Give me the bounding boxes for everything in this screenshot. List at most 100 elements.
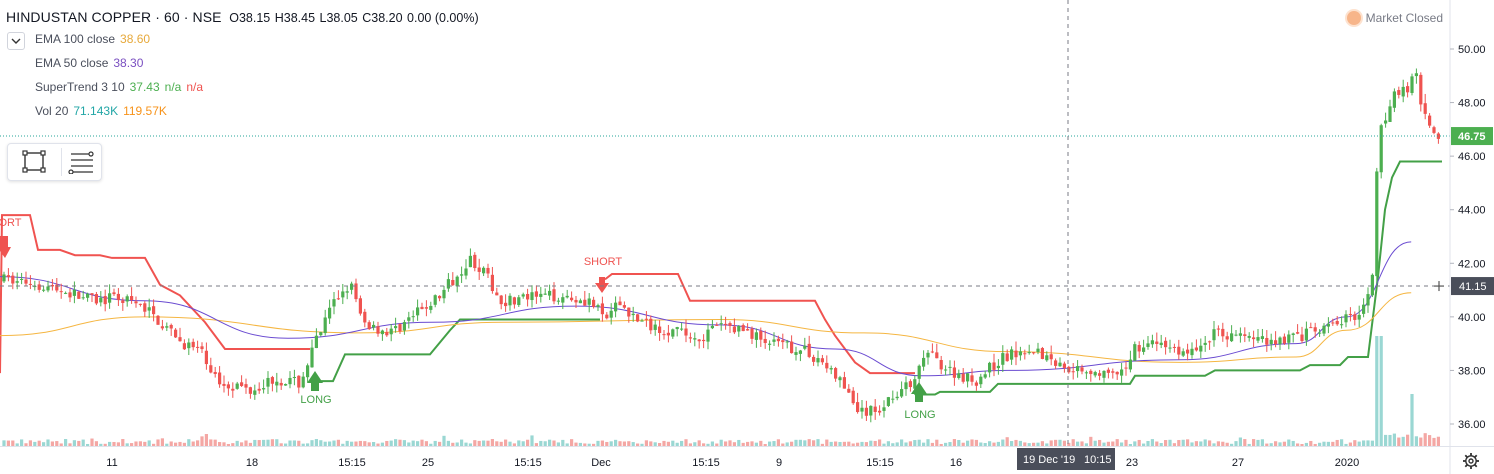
candle-body[interactable] <box>187 342 191 349</box>
candle-body[interactable] <box>1199 345 1203 352</box>
candle-body[interactable] <box>944 369 948 371</box>
candle-body[interactable] <box>1128 359 1132 370</box>
candle-body[interactable] <box>904 382 908 390</box>
candle-body[interactable] <box>116 293 120 301</box>
candle-body[interactable] <box>1005 353 1009 362</box>
candle-body[interactable] <box>121 300 125 303</box>
candle-body[interactable] <box>1164 340 1168 348</box>
candle-body[interactable] <box>776 338 780 342</box>
candle-body[interactable] <box>825 362 829 369</box>
candle-body[interactable] <box>354 283 358 300</box>
candle-body[interactable] <box>750 328 754 339</box>
candle-body[interactable] <box>886 397 890 406</box>
candle-body[interactable] <box>1018 351 1022 356</box>
candle-body[interactable] <box>807 343 811 357</box>
candle-body[interactable] <box>451 279 455 286</box>
candle-body[interactable] <box>270 377 274 384</box>
candle-body[interactable] <box>763 338 767 344</box>
candle-body[interactable] <box>992 362 996 370</box>
candle-body[interactable] <box>1225 336 1229 340</box>
candle-body[interactable] <box>684 328 688 336</box>
indicator-volume[interactable]: Vol 20 71.143K 119.57K <box>35 104 167 118</box>
candle-body[interactable] <box>1098 373 1102 376</box>
candle-body[interactable] <box>1027 352 1031 354</box>
candle-body[interactable] <box>658 326 662 334</box>
candle-body[interactable] <box>842 377 846 389</box>
candle-body[interactable] <box>235 383 239 389</box>
candle-body[interactable] <box>719 323 723 325</box>
candle-body[interactable] <box>1282 336 1286 344</box>
candle-body[interactable] <box>1124 367 1128 369</box>
candle-body[interactable] <box>1181 351 1185 356</box>
indicator-ema50[interactable]: EMA 50 close 38.30 <box>35 56 143 70</box>
candle-body[interactable] <box>1436 133 1440 139</box>
candle-body[interactable] <box>693 338 697 340</box>
candle-body[interactable] <box>165 326 169 328</box>
candle-body[interactable] <box>820 358 824 363</box>
candle-body[interactable] <box>240 382 244 386</box>
candle-body[interactable] <box>680 328 684 330</box>
candle-body[interactable] <box>372 324 376 328</box>
candle-body[interactable] <box>301 376 305 388</box>
candle-body[interactable] <box>411 316 415 318</box>
candle-body[interactable] <box>244 384 248 388</box>
candle-body[interactable] <box>741 325 745 332</box>
candle-body[interactable] <box>1287 334 1291 343</box>
candle-body[interactable] <box>394 326 398 329</box>
candle-body[interactable] <box>816 358 820 363</box>
candle-body[interactable] <box>20 278 24 280</box>
candle-body[interactable] <box>798 350 802 354</box>
candle-body[interactable] <box>864 407 868 416</box>
candle-body[interactable] <box>627 307 631 317</box>
candle-body[interactable] <box>68 292 72 298</box>
candle-body[interactable] <box>600 303 604 315</box>
candle-body[interactable] <box>785 341 789 343</box>
candle-body[interactable] <box>130 296 134 301</box>
candle-body[interactable] <box>200 346 204 350</box>
candle-body[interactable] <box>754 332 758 340</box>
candle-body[interactable] <box>829 368 833 370</box>
candle-body[interactable] <box>50 285 54 287</box>
candle-body[interactable] <box>556 300 560 302</box>
candle-body[interactable] <box>768 343 772 345</box>
candle-body[interactable] <box>152 306 156 315</box>
candle-body[interactable] <box>728 323 732 326</box>
candle-body[interactable] <box>1155 341 1159 344</box>
candle-body[interactable] <box>988 362 992 373</box>
candle-body[interactable] <box>464 268 468 276</box>
candle-body[interactable] <box>578 300 582 304</box>
candle-body[interactable] <box>1326 323 1330 327</box>
candle-body[interactable] <box>446 279 450 289</box>
candle-body[interactable] <box>715 324 719 326</box>
candle-body[interactable] <box>1023 353 1027 355</box>
candle-body[interactable] <box>1150 340 1154 345</box>
candle-body[interactable] <box>552 289 556 302</box>
candle-body[interactable] <box>81 297 85 299</box>
candle-body[interactable] <box>28 283 32 285</box>
candle-body[interactable] <box>1010 349 1014 360</box>
candle-body[interactable] <box>772 339 776 342</box>
candle-body[interactable] <box>935 352 939 359</box>
indicator-supertrend[interactable]: SuperTrend 3 10 37.43 n/a n/a <box>35 80 203 94</box>
candle-body[interactable] <box>618 301 622 306</box>
candle-body[interactable] <box>292 377 296 379</box>
candle-body[interactable] <box>653 324 657 330</box>
candle-body[interactable] <box>94 294 98 304</box>
candle-body[interactable] <box>548 290 552 296</box>
candle-body[interactable] <box>495 292 499 296</box>
candle-body[interactable] <box>1106 369 1110 373</box>
candle-body[interactable] <box>108 293 112 303</box>
candle-body[interactable] <box>226 384 230 389</box>
candle-body[interactable] <box>1247 335 1251 338</box>
candle-body[interactable] <box>614 302 618 312</box>
candle-body[interactable] <box>218 372 222 385</box>
candle-body[interactable] <box>1375 171 1379 277</box>
candle-body[interactable] <box>530 292 534 301</box>
candle-body[interactable] <box>534 291 538 297</box>
candle-body[interactable] <box>1115 371 1119 375</box>
symbol-title[interactable]: HINDUSTAN COPPER · 60 · NSE <box>6 9 222 25</box>
candle-body[interactable] <box>526 293 530 300</box>
candle-body[interactable] <box>169 324 173 329</box>
candle-body[interactable] <box>266 377 270 387</box>
candle-body[interactable] <box>1406 86 1410 93</box>
